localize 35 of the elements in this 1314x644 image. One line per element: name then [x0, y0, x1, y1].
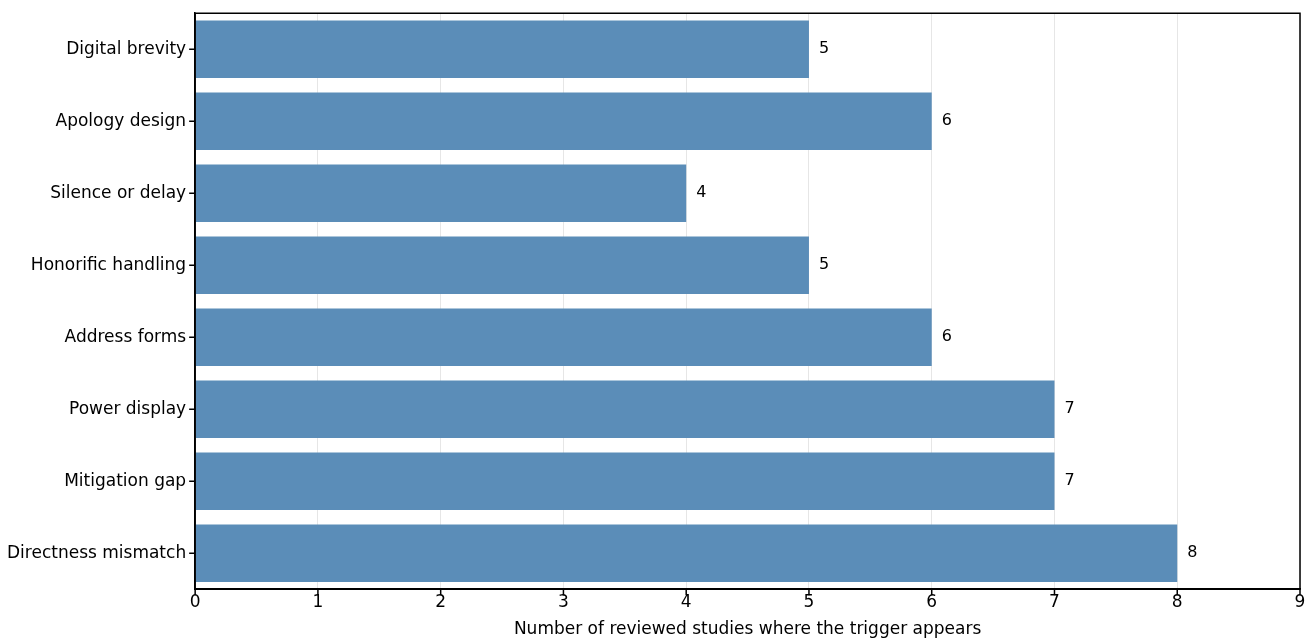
bar — [195, 380, 1055, 438]
y-tick-label: Mitigation gap — [64, 469, 187, 490]
data-label: 6 — [941, 326, 952, 346]
x-tick-label: 8 — [1171, 590, 1183, 611]
x-tick-label: 9 — [1294, 590, 1306, 611]
bar — [195, 20, 809, 78]
bar — [195, 236, 809, 294]
bar — [195, 164, 687, 222]
data-label: 5 — [818, 38, 830, 58]
bar — [195, 308, 932, 366]
x-tick-label: 7 — [1049, 590, 1060, 611]
x-tick-label: 2 — [435, 590, 447, 611]
y-tick-label: Address forms — [64, 325, 187, 346]
data-label: 7 — [1064, 470, 1075, 490]
x-tick-label: 1 — [312, 590, 324, 611]
x-axis-title: Number of reviewed studies where the trigger appears — [513, 618, 982, 639]
x-tick-label: 0 — [189, 590, 201, 611]
y-tick-label: Honorific handling — [30, 253, 187, 274]
y-tick-label: Digital brevity — [66, 37, 187, 58]
x-tick-label: 4 — [680, 590, 692, 611]
x-tick-label: 6 — [926, 590, 938, 611]
data-label: 4 — [696, 182, 707, 202]
y-tick-label: Apology design — [55, 109, 187, 130]
data-label: 6 — [941, 110, 952, 130]
bar — [195, 524, 1178, 582]
bar — [195, 452, 1055, 510]
y-tick-label: Silence or delay — [50, 181, 187, 202]
x-tick-label: 3 — [558, 590, 569, 611]
data-label: 7 — [1064, 398, 1075, 418]
data-label: 5 — [818, 254, 830, 274]
x-tick-label: 5 — [803, 590, 815, 611]
data-label: 8 — [1187, 542, 1198, 562]
y-tick-label: Power display — [68, 397, 187, 418]
y-tick-label: Directness mismatch — [7, 541, 187, 562]
bar — [195, 92, 932, 150]
